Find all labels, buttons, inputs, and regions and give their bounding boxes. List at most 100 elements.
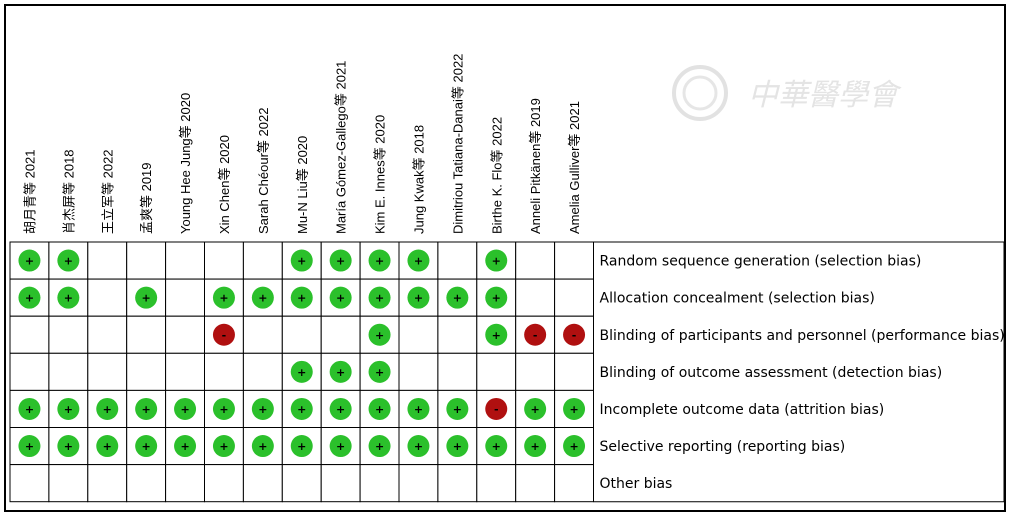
judgement-symbol: + xyxy=(531,440,540,453)
judgement-symbol: + xyxy=(453,440,462,453)
judgement-symbol: + xyxy=(297,292,306,305)
domain-label: Incomplete outcome data (attrition bias) xyxy=(600,402,885,418)
low-risk-marker xyxy=(18,286,41,309)
grid-cell xyxy=(9,352,50,391)
low-risk-marker xyxy=(407,397,430,420)
low-risk-marker xyxy=(446,286,469,309)
grid-cell xyxy=(165,241,206,280)
judgement-symbol: + xyxy=(336,255,345,268)
low-risk-marker xyxy=(174,397,197,420)
grid-cell xyxy=(437,352,478,391)
low-risk-marker xyxy=(96,435,119,458)
grid-cell xyxy=(398,352,439,391)
judgement-symbol: + xyxy=(492,292,501,305)
figure-frame xyxy=(4,4,1006,512)
grid-cell xyxy=(320,315,361,354)
judgement-symbol: + xyxy=(258,292,267,305)
judgement-symbol: + xyxy=(25,440,34,453)
domain-label: Selective reporting (reporting bias) xyxy=(600,439,846,455)
judgement-symbol: - xyxy=(494,403,499,416)
low-risk-marker xyxy=(174,435,197,458)
grid-cell xyxy=(554,352,594,391)
low-risk-marker xyxy=(290,435,313,458)
judgement-symbol: + xyxy=(492,329,501,342)
grid-cell xyxy=(87,315,128,354)
domain-label: Blinding of outcome assessment (detectio… xyxy=(600,365,943,381)
study-label: Birthe K. Flo等 2022 xyxy=(489,117,504,234)
grid-cell xyxy=(515,241,556,280)
low-risk-marker xyxy=(485,435,508,458)
judgement-symbol: + xyxy=(142,292,151,305)
judgement-symbol: + xyxy=(258,403,267,416)
study-label: Anneli Pitkänen等 2019 xyxy=(528,98,543,234)
judgement-symbol: + xyxy=(103,403,112,416)
judgement-symbol: + xyxy=(297,440,306,453)
judgement-symbol: + xyxy=(297,403,306,416)
low-risk-marker xyxy=(329,435,352,458)
grid-cell xyxy=(437,315,478,354)
watermark-seal-icon xyxy=(672,65,728,121)
high-risk-marker xyxy=(212,323,235,346)
low-risk-marker xyxy=(212,397,235,420)
low-risk-marker xyxy=(18,397,41,420)
low-risk-marker xyxy=(485,249,508,272)
judgement-symbol: - xyxy=(533,329,538,342)
low-risk-marker xyxy=(18,249,41,272)
judgement-symbol: + xyxy=(25,292,34,305)
low-risk-marker xyxy=(290,249,313,272)
grid-cell xyxy=(359,352,400,391)
low-risk-marker xyxy=(135,435,158,458)
grid-cell xyxy=(48,315,89,354)
watermark: 中華醫學會 xyxy=(672,65,902,121)
judgement-symbol: + xyxy=(569,440,578,453)
study-label: Young Hee Jung等 2020 xyxy=(178,93,193,234)
low-risk-marker xyxy=(563,397,586,420)
judgement-symbol: + xyxy=(414,403,423,416)
grid-cell xyxy=(126,241,167,280)
judgement-symbol: + xyxy=(336,366,345,379)
judgement-symbol: + xyxy=(531,403,540,416)
domain-label: Allocation concealment (selection bias) xyxy=(600,291,875,307)
judgement-symbol: + xyxy=(336,292,345,305)
grid-cell xyxy=(87,278,128,317)
low-risk-marker xyxy=(368,360,391,383)
low-risk-marker xyxy=(57,249,80,272)
grid-cell xyxy=(242,464,283,503)
high-risk-marker xyxy=(524,323,547,346)
judgement-symbol: + xyxy=(297,255,306,268)
study-label: 胡月青等 2021 xyxy=(22,149,37,234)
judgement-symbol: + xyxy=(453,403,462,416)
grid-cell xyxy=(320,464,361,503)
grid-cell xyxy=(126,352,167,391)
judgement-symbol: + xyxy=(219,292,228,305)
low-risk-marker xyxy=(212,286,235,309)
judgement-symbol: + xyxy=(375,440,384,453)
domain-label: Other bias xyxy=(600,476,673,492)
judgement-symbol: - xyxy=(572,329,577,342)
low-risk-marker xyxy=(368,249,391,272)
study-label: Jung Kwak等 2018 xyxy=(411,125,426,234)
high-risk-marker xyxy=(485,397,508,420)
watermark-seal-inner xyxy=(682,75,718,111)
judgement-symbol: + xyxy=(336,403,345,416)
grid-cell xyxy=(476,464,517,503)
low-risk-marker xyxy=(446,397,469,420)
low-risk-marker xyxy=(485,286,508,309)
low-risk-marker xyxy=(329,397,352,420)
grid-cell xyxy=(515,352,556,391)
judgement-symbol: + xyxy=(142,403,151,416)
study-label: 王立军等 2022 xyxy=(100,149,115,234)
grid-cell xyxy=(242,315,283,354)
grid-cell xyxy=(476,352,517,391)
grid-cell xyxy=(515,315,556,354)
grid-cell xyxy=(87,464,128,503)
grid-cell xyxy=(165,278,206,317)
low-risk-marker xyxy=(57,286,80,309)
judgement-symbol: + xyxy=(219,440,228,453)
grid-cell xyxy=(48,352,89,391)
grid-cell xyxy=(515,278,556,317)
grid-cell xyxy=(126,315,167,354)
low-risk-marker xyxy=(329,249,352,272)
low-risk-marker xyxy=(368,323,391,346)
